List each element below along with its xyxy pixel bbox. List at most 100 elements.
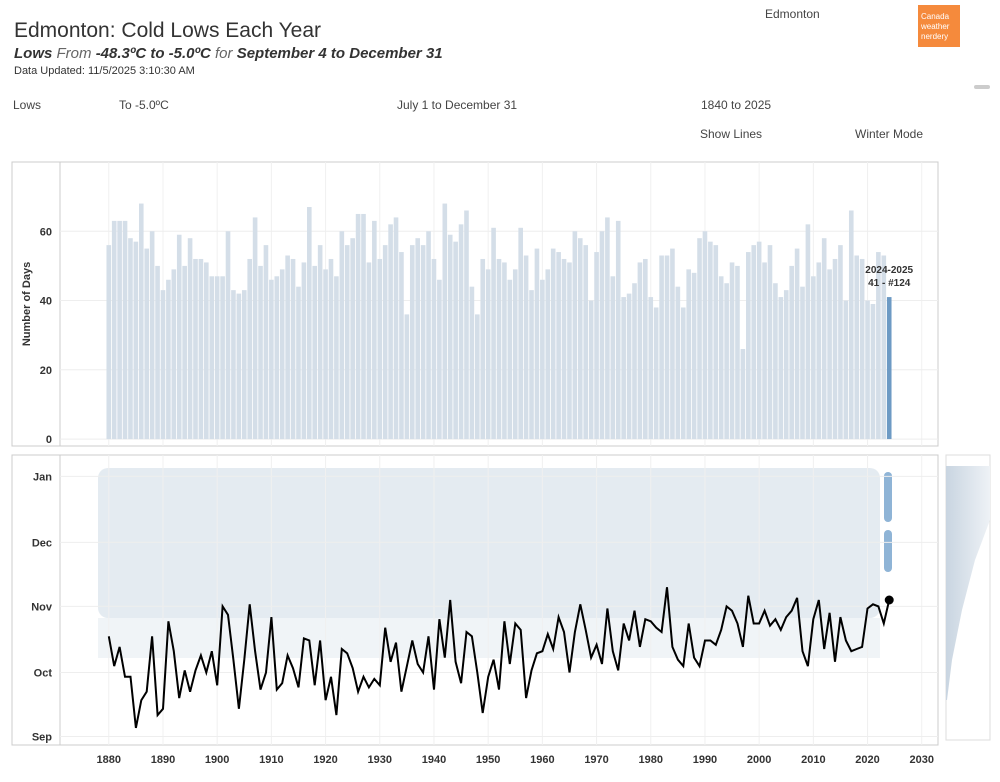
filter[interactable]: July 1 to December 31 [397,98,517,112]
x-tick-label: 1900 [205,754,229,766]
x-tick-label: 2020 [855,754,879,766]
bar [664,255,670,440]
bar [821,238,827,440]
bar [751,245,757,440]
bar [680,307,686,440]
bar [529,290,534,440]
bar [621,297,626,440]
bar [805,224,811,440]
bar [816,262,822,440]
bar [523,255,529,440]
bar [507,279,513,440]
bar [258,265,263,440]
bar [187,238,193,440]
bar [252,217,258,440]
bar [881,255,887,440]
filter[interactable]: 1840 to 2025 [701,98,771,112]
bar [415,238,421,440]
bar [133,241,139,440]
bar [670,248,675,440]
bar [534,248,540,440]
x-tick-label: 1950 [476,754,500,766]
bar [502,262,507,440]
x-tick-label: 1970 [584,754,608,766]
bubble-column [884,472,892,522]
bar [659,255,664,440]
last-point [884,595,894,605]
bar [279,269,285,440]
bar [312,265,318,440]
bar [550,248,556,440]
bar [296,286,301,440]
title: Edmonton: Cold Lows Each Year [14,19,321,42]
subtitle-measure: Lows [14,45,52,62]
bar [496,258,502,440]
x-tick-label: 1920 [313,754,337,766]
x-tick-label: 1910 [259,754,283,766]
bar [865,300,870,440]
filter[interactable]: Lows [13,98,41,112]
bar [648,297,654,440]
y-tick-label: Sep [32,731,52,743]
y-tick-label: 20 [40,365,52,377]
toggle[interactable]: Winter Mode [855,127,923,141]
plot-layer: 0 20 40 60 2024-2025 41 - #124 1880 1890 1900 191… [31,162,938,766]
bar [886,297,892,440]
bar [475,314,480,440]
bar [198,258,204,440]
bar [675,286,681,440]
bar [518,227,523,440]
bar [447,234,453,440]
bar [307,207,312,440]
bar [713,245,719,440]
bar [301,262,307,440]
bar [848,210,854,440]
bar [453,241,458,440]
annotation: 41 - #124 [868,278,911,289]
bar [746,252,751,440]
bar [138,203,144,440]
x-tick-label: 2000 [747,754,771,766]
bar [588,300,594,440]
bar [859,258,865,440]
toggle[interactable]: Show Lines [700,127,762,141]
bubble-field [98,618,880,658]
scroll-handle[interactable] [974,85,990,89]
bar [545,269,551,440]
subtitle-range: -48.3ºC to -5.0ºC [96,45,212,62]
bar-panel [11,161,939,447]
bar [469,286,475,440]
bar [420,245,426,440]
bar [800,286,805,440]
bar [762,262,767,440]
bar [740,349,746,440]
bar [334,276,339,440]
x-tick-label: 1960 [530,754,554,766]
bar [843,300,849,440]
bar [653,307,659,440]
x-tick-label: 1880 [97,754,121,766]
bar [209,276,215,440]
bar [225,231,231,440]
bar [339,231,345,440]
bar [236,293,242,440]
bar [632,283,637,440]
bar [204,262,209,440]
bar [556,252,561,440]
x-tick-label: 1940 [422,754,446,766]
filter[interactable]: To -5.0ºC [119,98,169,112]
x-tick-label: 1890 [151,754,175,766]
bar [361,213,366,440]
y-tick-label: 60 [40,226,52,238]
bar [811,276,816,440]
bar [117,220,122,440]
line-panel [11,454,939,746]
bar [182,265,187,440]
bar [735,265,740,440]
logo-text: nerdery [921,32,948,41]
x-tick-label: 1930 [368,754,392,766]
bar [328,258,334,440]
logo [918,5,960,47]
bar [231,290,236,440]
